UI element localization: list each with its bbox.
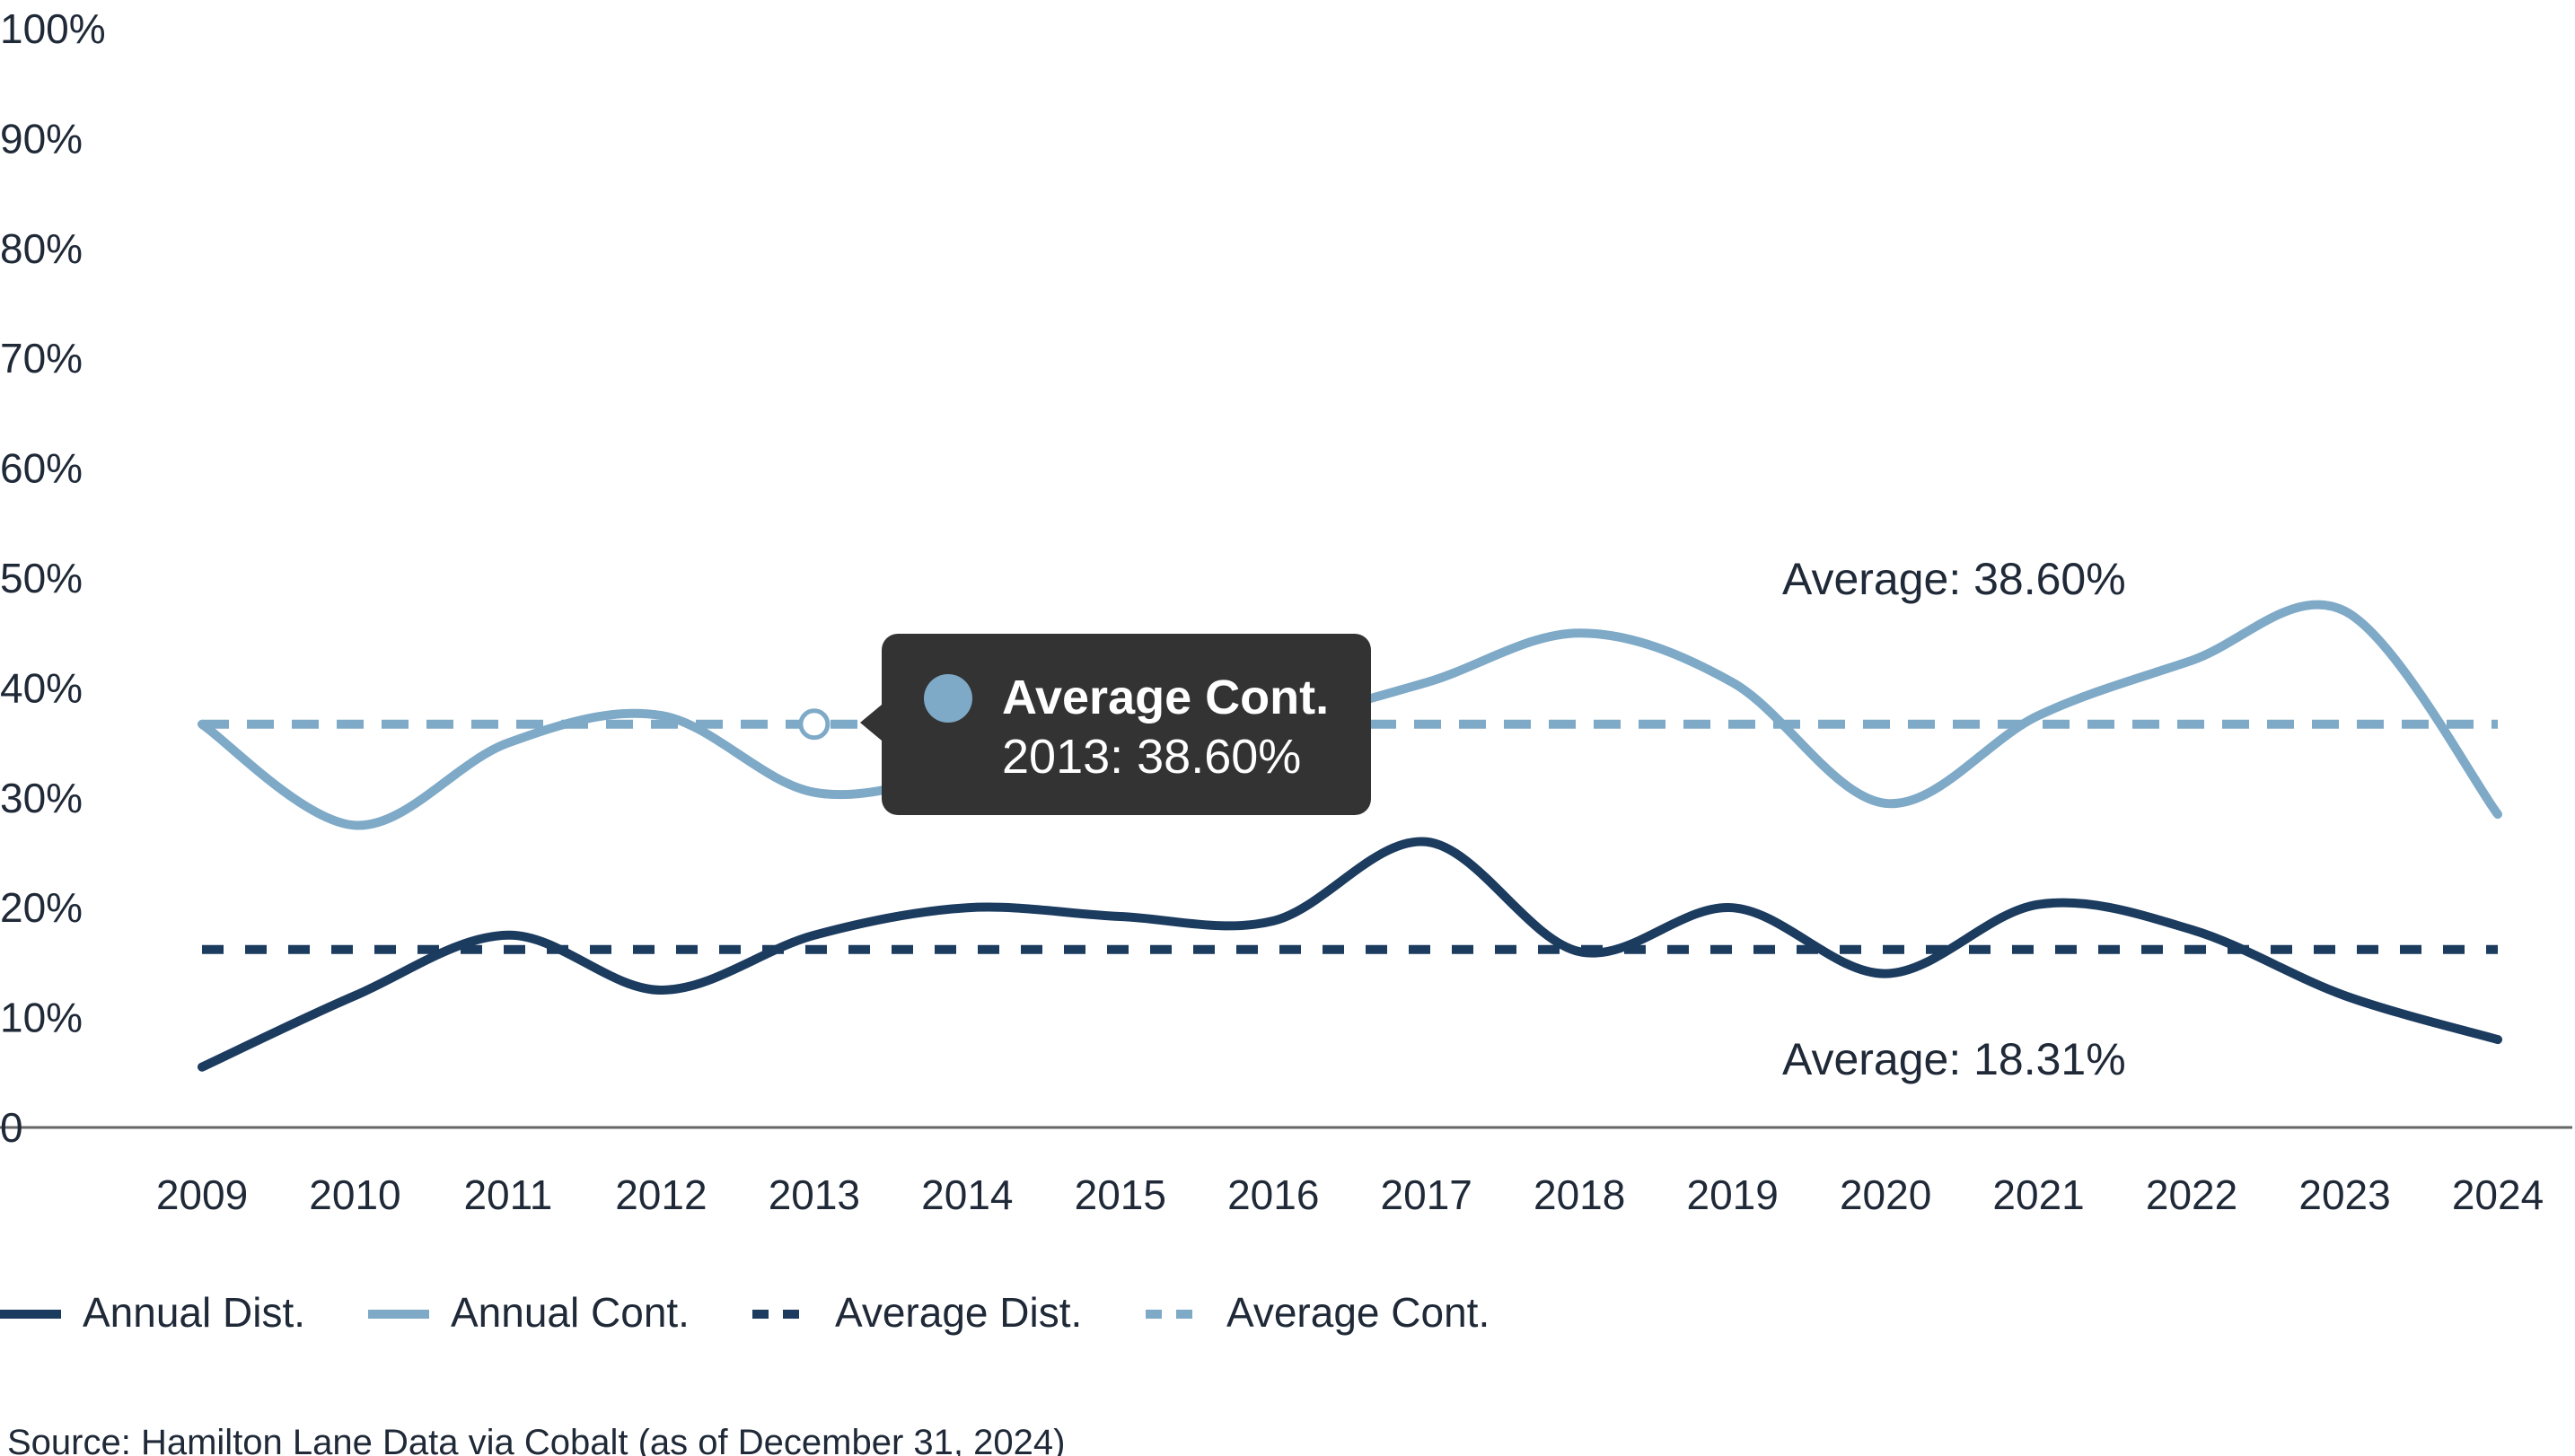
y-tick-label: 60%: [0, 445, 83, 492]
series-layer: [198, 600, 2502, 1072]
annual-dist-legend-label: Annual Dist.: [83, 1289, 305, 1336]
x-tick-label: 2009: [156, 1171, 248, 1218]
legend: Annual Dist. Annual Cont. Average Dist. Ave…: [0, 1289, 1490, 1336]
y-tick-label: 100%: [0, 5, 106, 52]
highlight-marker: [798, 708, 831, 741]
x-tick-label: 2015: [1075, 1171, 1166, 1218]
source-note: Source: Hamilton Lane Data via Cobalt (a…: [7, 1423, 1065, 1456]
tooltip-value: 2013: 38.60%: [1002, 730, 1301, 784]
tooltip-pointer: [860, 705, 882, 741]
x-tick-label: 2022: [2146, 1171, 2237, 1218]
annual-cont-legend-label: Annual Cont.: [451, 1289, 690, 1336]
y-tick-label: 10%: [0, 995, 83, 1041]
x-tick-label: 2017: [1381, 1171, 1472, 1218]
annual-cont-line: [198, 600, 2502, 830]
x-tick-label: 2018: [1534, 1171, 1625, 1218]
tooltip: Average Cont. 2013: 38.60%: [860, 634, 1371, 815]
y-tick-label: 80%: [0, 225, 83, 272]
x-tick-label: 2020: [1840, 1171, 1931, 1218]
tooltip-title: Average Cont.: [1002, 671, 1329, 724]
x-tick-label: 2023: [2298, 1171, 2390, 1218]
x-axis-labels: 2009 2010 2011 2012 2013 2014 2015 2016 2017 2018…: [156, 1171, 2544, 1218]
x-tick-label: 2011: [463, 1171, 552, 1218]
x-tick-label: 2019: [1686, 1171, 1778, 1218]
x-tick-label: 2013: [769, 1171, 860, 1218]
y-tick-label: 50%: [0, 555, 83, 601]
average-dist-annotation: Average: 18.31%: [1782, 1034, 2126, 1084]
x-tick-label: 2016: [1227, 1171, 1319, 1218]
x-tick-label: 2014: [921, 1171, 1013, 1218]
x-tick-label: 2010: [309, 1171, 400, 1218]
x-tick-label: 2024: [2452, 1171, 2544, 1218]
y-tick-label: 70%: [0, 335, 83, 382]
annual-dist-line: [198, 837, 2502, 1072]
y-tick-label: 30%: [0, 775, 83, 821]
tooltip-box: [882, 634, 1371, 815]
x-tick-label: 2021: [1992, 1171, 2084, 1218]
x-tick-label: 2012: [615, 1171, 707, 1218]
y-tick-label: 40%: [0, 664, 83, 711]
average-cont-annotation: Average: 38.60%: [1782, 554, 2126, 604]
tooltip-series-dot: [924, 674, 972, 723]
y-tick-label: 20%: [0, 884, 83, 931]
y-tick-label: 0: [0, 1104, 23, 1151]
y-axis-labels: 0 10% 20% 30% 40% 50% 60% 70% 80% 90% 100%: [0, 5, 106, 1151]
y-tick-label: 90%: [0, 115, 83, 162]
annotation-layer: Average: 38.60% Average: 18.31%: [1782, 554, 2126, 1084]
average-cont-legend-label: Average Cont.: [1226, 1289, 1490, 1336]
average-dist-legend-label: Average Dist.: [835, 1289, 1082, 1336]
